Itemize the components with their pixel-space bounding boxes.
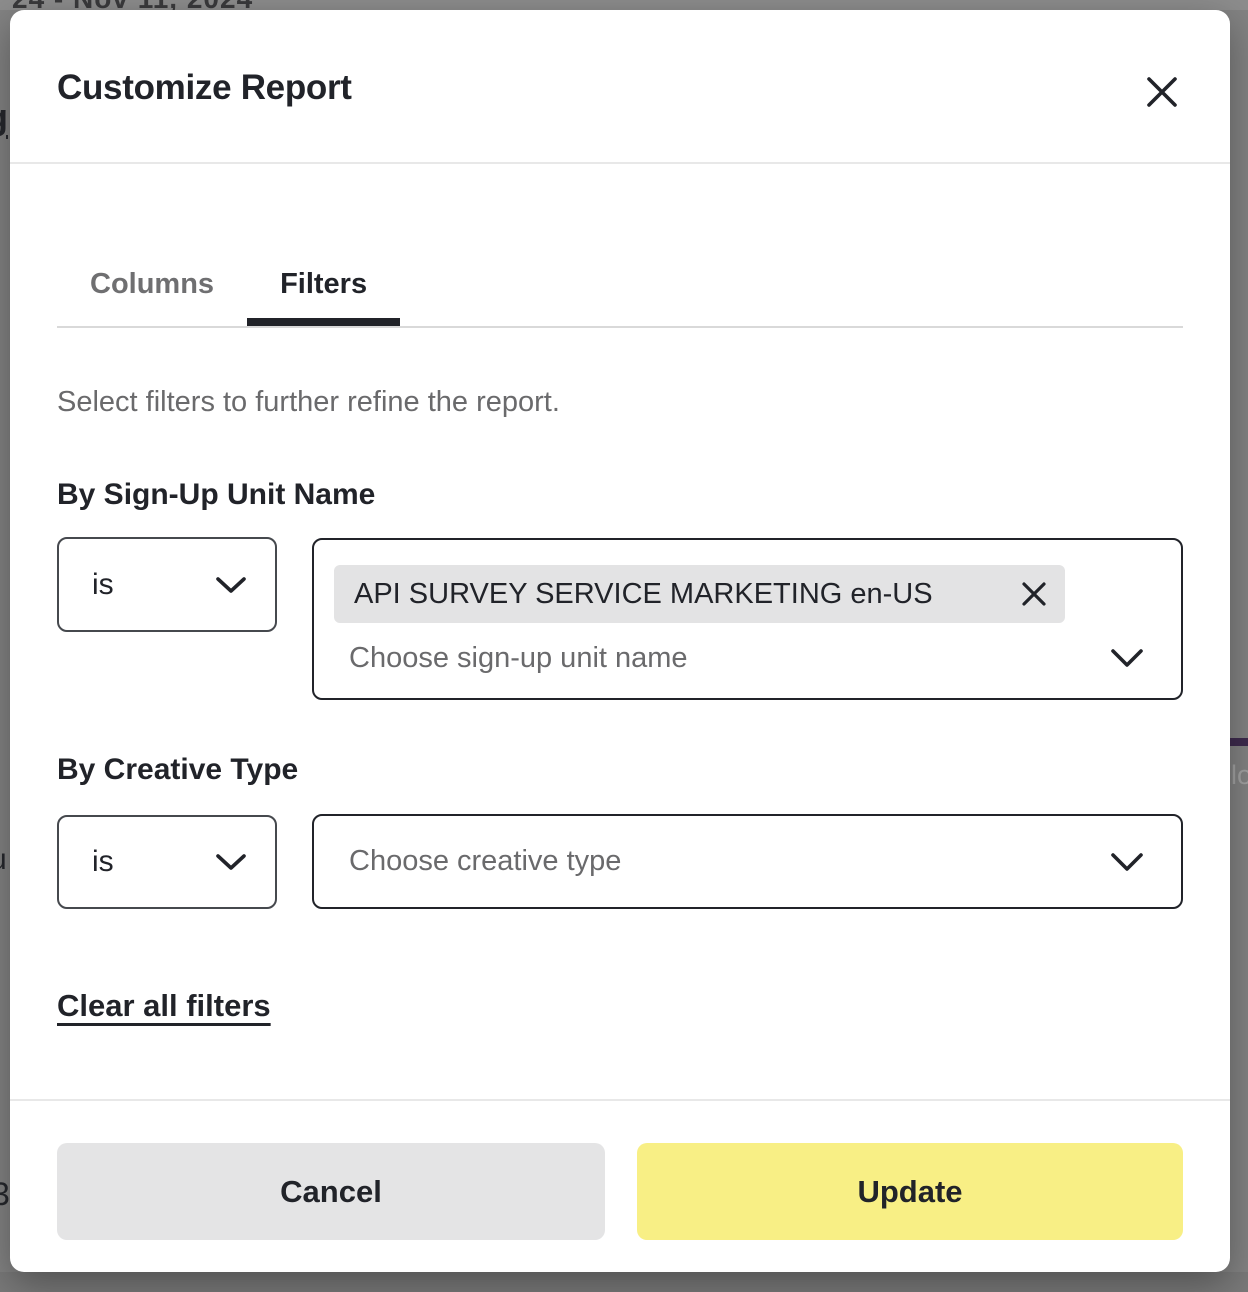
- background-left-fragment-3: 3: [0, 1176, 10, 1212]
- clear-all-filters-link[interactable]: Clear all filters: [57, 988, 271, 1023]
- chip-label: API SURVEY SERVICE MARKETING en-US: [354, 577, 933, 610]
- customize-report-dialog: Customize Report Columns Filters Select …: [10, 10, 1230, 1272]
- filters-description: Select filters to further refine the rep…: [57, 386, 560, 418]
- signup-unit-multiselect[interactable]: API SURVEY SERVICE MARKETING en-US Choos…: [312, 538, 1183, 700]
- remove-chip-x-icon: [1021, 581, 1047, 607]
- signup-unit-placeholder[interactable]: Choose sign-up unit name: [349, 642, 688, 674]
- tab-columns[interactable]: Columns: [57, 243, 247, 326]
- cancel-button[interactable]: Cancel: [57, 1143, 605, 1240]
- background-purple-bar: [1230, 738, 1248, 746]
- operator-value: is: [92, 567, 114, 601]
- chevron-down-icon: [215, 852, 247, 872]
- tab-divider: [57, 326, 1183, 328]
- background-left-fragment-2: u: [0, 843, 10, 877]
- footer-divider: [10, 1099, 1230, 1101]
- operator-value: is: [92, 845, 114, 878]
- selected-value-chip: API SURVEY SERVICE MARKETING en-US: [334, 565, 1065, 623]
- tab-filters[interactable]: Filters: [247, 243, 401, 327]
- close-button[interactable]: [1138, 68, 1186, 116]
- overlay-bottom-strip: [0, 1272, 1248, 1292]
- operator-select-signup-unit[interactable]: is: [57, 537, 277, 632]
- background-left-fragment-1: g: [0, 96, 10, 142]
- remove-chip-button[interactable]: [1021, 581, 1047, 607]
- dialog-title: Customize Report: [57, 68, 352, 107]
- overlay-top-strip: [0, 0, 1248, 10]
- creative-type-placeholder: Choose creative type: [349, 845, 622, 877]
- creative-type-select[interactable]: Choose creative type: [312, 814, 1183, 909]
- chevron-down-icon: [1110, 851, 1144, 873]
- chevron-down-icon: [215, 575, 247, 595]
- close-icon: [1145, 75, 1179, 109]
- operator-select-creative-type[interactable]: is: [57, 815, 277, 909]
- filter-label-signup-unit: By Sign-Up Unit Name: [57, 478, 376, 511]
- background-right-fragment: lo: [1231, 760, 1248, 790]
- filter-label-creative-type: By Creative Type: [57, 753, 299, 786]
- chevron-down-icon[interactable]: [1110, 647, 1144, 669]
- update-button[interactable]: Update: [637, 1143, 1183, 1240]
- tab-bar: Columns Filters: [57, 243, 401, 328]
- header-divider: [10, 162, 1230, 164]
